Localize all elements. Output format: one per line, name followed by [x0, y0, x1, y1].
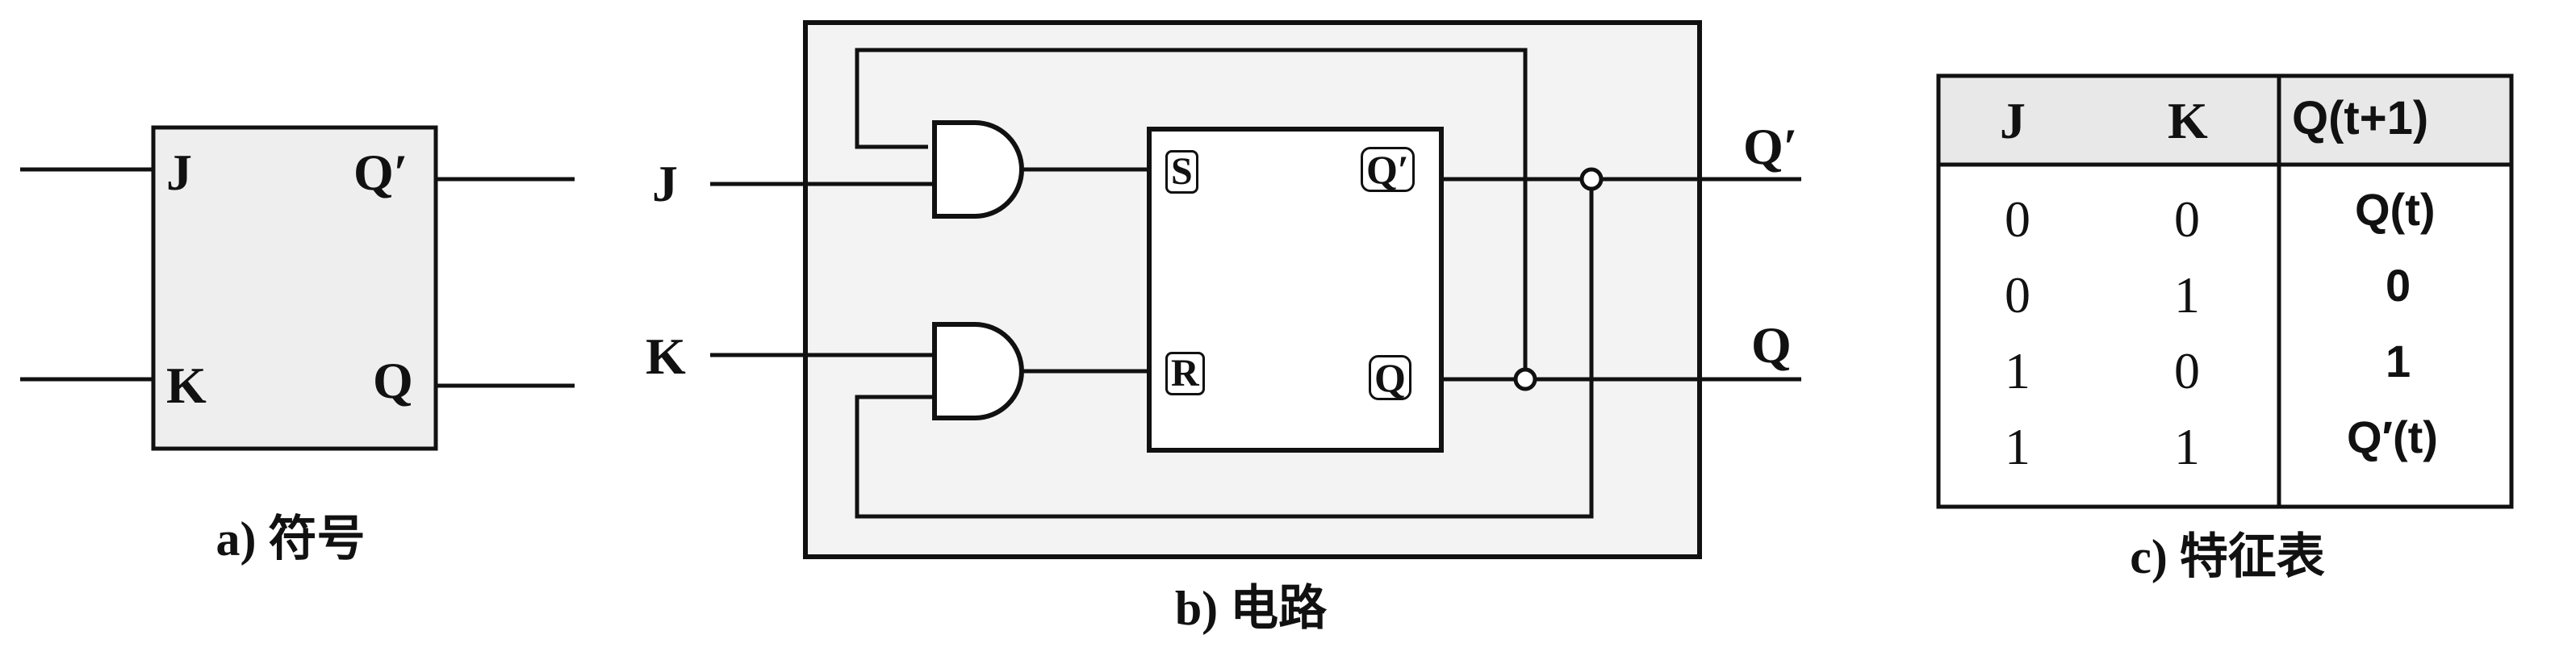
junction-qprime: [1579, 167, 1604, 191]
table-header-shade: [1938, 76, 2511, 165]
table-row-3-k: 0: [2174, 342, 2200, 399]
circuit-input-j: J: [652, 155, 678, 212]
jk-flipflop-symbol-box: [151, 125, 438, 451]
table-row-4-qnext: Q′(t): [2347, 412, 2438, 462]
table-header-j: J: [2000, 92, 2026, 149]
table-row-2-qnext: 0: [2386, 260, 2411, 311]
circuit-diagram: [710, 20, 1801, 559]
symbol-pin-k: K: [166, 357, 207, 414]
circuit-input-k: K: [646, 328, 686, 385]
table-row-3-qnext: 1: [2386, 336, 2411, 386]
circuit-output-q: Q: [1751, 316, 1792, 374]
feedback-wire-qprime-to-bottom-gate: [855, 179, 1594, 519]
latch-pin-r: R: [1165, 352, 1205, 395]
table-row-2-j: 0: [2005, 266, 2030, 324]
symbol-pin-j: J: [166, 144, 192, 201]
junction-q: [1513, 367, 1537, 391]
circuit-output-qprime: Q′: [1743, 118, 1798, 175]
symbol-caption: a) 符号: [215, 512, 366, 566]
feedback-wire-q-to-top-gate: [855, 48, 1528, 379]
table-row-2-k: 1: [2174, 266, 2200, 324]
table-row-1-j: 0: [2005, 190, 2030, 248]
symbol-diagram: [20, 125, 575, 451]
table-row-1-k: 0: [2174, 190, 2200, 248]
latch-pin-q: Q: [1369, 355, 1411, 400]
latch-pin-s: S: [1165, 150, 1198, 194]
table-row-1-qnext: Q(t): [2355, 184, 2436, 235]
and-gate-bottom: [932, 322, 1024, 420]
table-header-k: K: [2168, 92, 2208, 149]
symbol-pin-qprime: Q′: [353, 144, 408, 201]
table-caption: c) 特征表: [2130, 530, 2325, 583]
symbol-pin-q: Q: [373, 352, 413, 409]
latch-pin-qprime: Q′: [1361, 147, 1415, 192]
and-gate-top: [932, 120, 1024, 219]
table-row-4-k: 1: [2174, 418, 2200, 475]
table-row-3-j: 1: [2005, 342, 2030, 399]
circuit-caption: b) 电路: [1174, 582, 1328, 635]
table-border: [1936, 73, 2514, 509]
table-row-4-j: 1: [2005, 418, 2030, 475]
table-header-qnext: Q(t+1): [2292, 92, 2429, 144]
